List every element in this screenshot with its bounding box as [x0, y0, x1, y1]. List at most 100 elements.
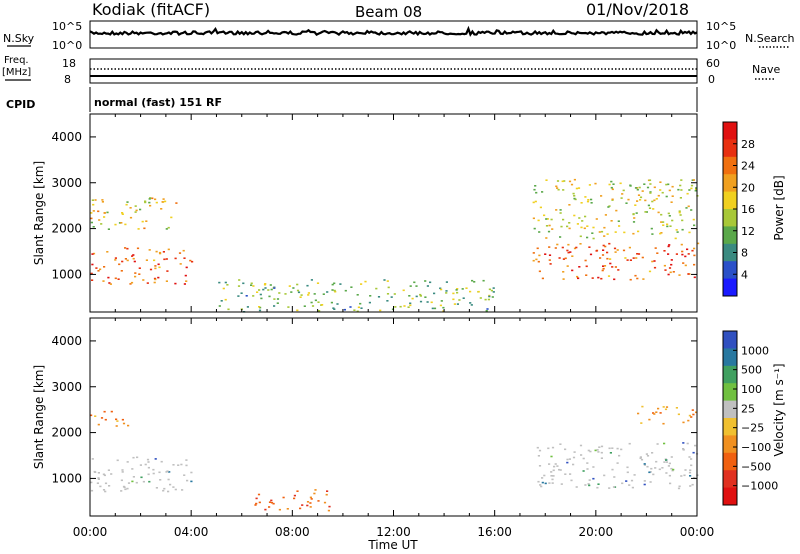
echo-cell	[612, 183, 615, 185]
echo-cell	[190, 480, 193, 483]
echo-cell	[566, 461, 569, 464]
colorbar-segment	[723, 383, 737, 402]
echo-cell	[682, 449, 685, 451]
echo-cell	[564, 257, 567, 260]
echo-cell	[309, 506, 312, 508]
echo-cell	[118, 222, 122, 224]
echo-cell	[575, 486, 578, 488]
echo-cell	[682, 442, 685, 444]
echo-cell	[186, 479, 189, 482]
echo-cell	[458, 299, 461, 301]
echo-cell	[141, 220, 144, 223]
echo-cell	[654, 467, 657, 469]
echo-cell	[579, 243, 582, 245]
echo-cell	[479, 297, 482, 299]
echo-cell	[122, 422, 126, 425]
echo-cell	[155, 250, 158, 253]
echo-cell	[331, 289, 334, 291]
echo-cell	[91, 279, 94, 281]
echo-cell	[656, 252, 659, 254]
echo-cell	[121, 471, 124, 473]
echo-cell	[602, 265, 605, 267]
echo-cell	[330, 301, 333, 304]
echo-cell	[552, 475, 555, 477]
echo-cell	[659, 181, 662, 183]
echo-cell	[106, 251, 109, 253]
echo-cell	[100, 223, 103, 225]
echo-cell	[218, 305, 221, 307]
echo-cell	[440, 300, 443, 302]
echo-cell	[575, 246, 578, 249]
echo-cell	[646, 465, 649, 468]
echo-cell	[168, 471, 171, 473]
echo-cell	[424, 296, 427, 298]
freq-tick-low: 8	[64, 73, 71, 86]
freq-tick-high: 18	[62, 57, 76, 70]
echo-cell	[146, 282, 149, 284]
echo-cell	[549, 263, 552, 265]
echo-cell	[685, 207, 688, 209]
echo-cell	[470, 304, 473, 306]
echo-cell	[637, 253, 641, 255]
echo-cell	[690, 464, 693, 467]
echo-cell	[691, 179, 694, 181]
colorbar-segment	[723, 261, 737, 280]
echo-cell	[679, 197, 682, 199]
echo-cell	[130, 281, 134, 284]
echo-cell	[254, 504, 257, 506]
echo-cell	[536, 446, 539, 449]
echo-cell	[256, 291, 259, 293]
echo-cell	[697, 242, 700, 245]
echo-cell	[390, 296, 393, 298]
echo-cell	[655, 411, 658, 413]
echo-cell	[649, 471, 652, 473]
echo-cell	[558, 257, 561, 259]
echo-cell	[665, 472, 668, 474]
echo-cell	[602, 244, 605, 247]
echo-cell	[268, 506, 271, 508]
echo-cell	[682, 421, 685, 424]
echo-cell	[408, 295, 411, 297]
echo-cell	[570, 479, 573, 482]
echo-cell	[102, 280, 105, 282]
echo-cell	[665, 461, 668, 463]
echo-cell	[136, 247, 140, 250]
echo-cell	[536, 247, 539, 250]
echo-cell	[545, 218, 548, 220]
echo-cell	[575, 187, 578, 190]
echo-cell	[535, 191, 538, 194]
echo-cell	[465, 287, 468, 289]
echo-cell	[482, 279, 485, 282]
nsky-tick-low: 10^0	[52, 39, 82, 52]
echo-cell	[492, 287, 495, 289]
echo-cell	[147, 473, 150, 476]
echo-cell	[357, 306, 360, 309]
echo-cell	[666, 223, 669, 226]
y-tick-label: 3000	[51, 380, 82, 394]
echo-cell	[629, 184, 632, 187]
echo-cell	[288, 285, 291, 287]
echo-cell	[573, 214, 576, 217]
echo-cell	[270, 501, 274, 504]
echo-cell	[548, 463, 551, 465]
echo-cell	[104, 418, 107, 421]
echo-cell	[606, 233, 609, 235]
echo-cell	[689, 469, 692, 471]
echo-cell	[649, 183, 652, 185]
date-title: 01/Nov/2018	[586, 0, 689, 19]
echo-cell	[386, 293, 390, 295]
echo-cell	[415, 295, 418, 298]
echo-cell	[336, 303, 339, 305]
echo-cell	[679, 184, 682, 187]
echo-cell	[556, 465, 559, 467]
echo-cell	[663, 461, 666, 463]
echo-cell	[343, 308, 346, 311]
echo-cell	[117, 278, 120, 280]
beam-title: Beam 08	[355, 3, 422, 21]
echo-cell	[682, 448, 685, 450]
echo-cell	[290, 291, 293, 293]
echo-cell	[445, 281, 448, 283]
echo-cell	[259, 293, 262, 296]
echo-cell	[263, 283, 267, 286]
echo-cell	[690, 184, 694, 187]
